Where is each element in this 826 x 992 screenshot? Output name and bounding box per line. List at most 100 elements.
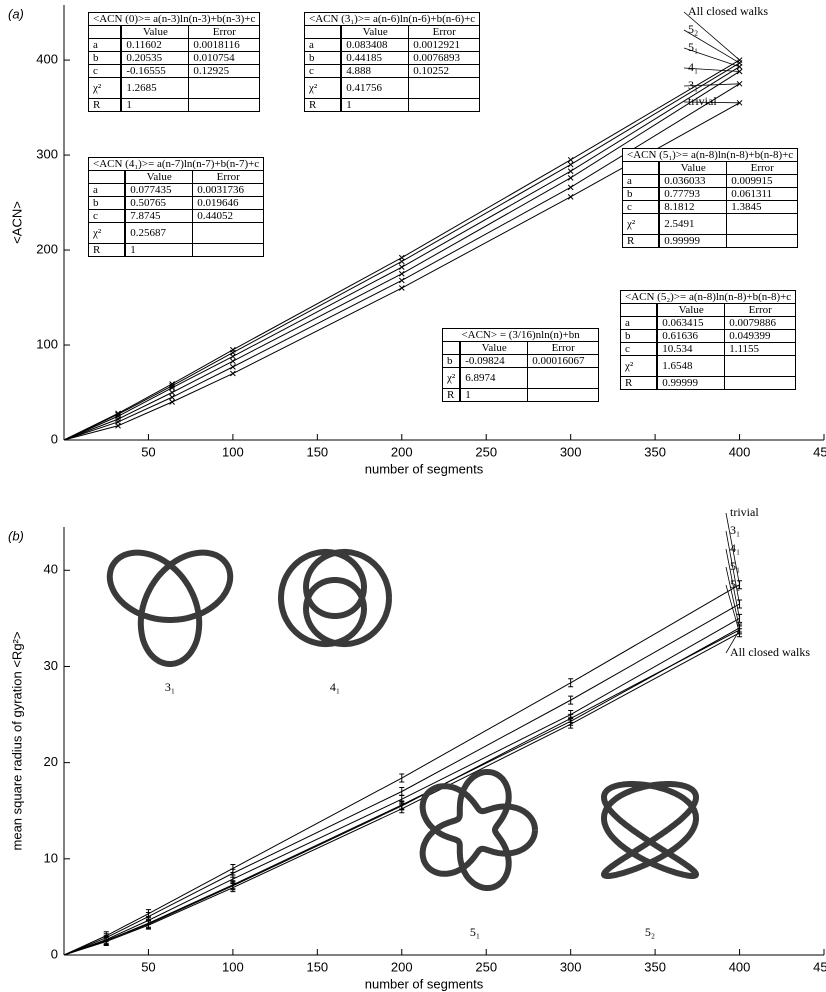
- y-tick-label: 0: [51, 431, 58, 446]
- table-cell: 8.1812: [658, 200, 728, 214]
- table-cell: 0.12925: [188, 64, 261, 78]
- point-marker: [568, 695, 574, 705]
- x-tick-label: 100: [222, 959, 244, 974]
- table-cell: 0.11602: [120, 38, 190, 52]
- table-cell: Value: [656, 303, 726, 317]
- y-tick-label: 100: [36, 336, 58, 351]
- x-tick-label: 450: [813, 959, 826, 974]
- table-cell: Value: [340, 25, 410, 39]
- table-cell: 0.0079886: [724, 316, 797, 330]
- point-marker: [568, 678, 574, 688]
- table-title: <ACN> = (3/16)nln(n)+bn: [441, 328, 600, 342]
- table-cell: [188, 98, 261, 112]
- point-marker: [567, 175, 574, 181]
- series-label: 4₁: [730, 541, 740, 555]
- table-cell: 0.083408: [340, 38, 410, 52]
- fit-table: <ACN (4₁)>= a(n-7)ln(n-7)+b(n-7)+c Value E…: [87, 157, 265, 257]
- table-cell: 1: [120, 98, 190, 112]
- table-cell: 1.2685: [120, 77, 190, 99]
- x-tick-label: 300: [560, 444, 582, 459]
- point-marker: [567, 161, 574, 168]
- table-cell: χ²: [304, 77, 343, 99]
- table-cell: 7.8745: [124, 209, 194, 223]
- knot-diagram: [419, 769, 538, 891]
- point-marker: [398, 264, 405, 270]
- table-cell: [724, 355, 797, 377]
- point-marker: [169, 399, 175, 405]
- table-cell: [192, 222, 265, 244]
- point-marker: [567, 168, 574, 175]
- point-marker: [115, 411, 121, 418]
- table-cell: Error: [527, 341, 600, 355]
- point-marker: [736, 80, 743, 87]
- x-tick-label: 350: [644, 959, 666, 974]
- table-cell: 0.50765: [124, 196, 194, 210]
- series-label: 3₁: [730, 523, 740, 537]
- table-cell: 0.0012921: [408, 38, 481, 52]
- table-cell: 0.77793: [658, 187, 728, 201]
- table-cell: 1.1155: [724, 342, 797, 356]
- y-axis-label: <ACN>: [9, 201, 24, 244]
- series-label: 4₁: [688, 60, 698, 74]
- label-leader: [725, 629, 740, 654]
- x-tick-label: 150: [306, 959, 328, 974]
- x-axis-label: number of segments: [365, 461, 484, 476]
- knot-diagram: [106, 549, 234, 667]
- knot-diagram: [278, 548, 392, 648]
- table-cell: [726, 213, 799, 235]
- table-cell: χ²: [88, 222, 127, 244]
- x-tick-label: 100: [222, 444, 244, 459]
- table-cell: -0.09824: [459, 354, 529, 368]
- point-marker: [399, 773, 405, 783]
- table-cell: R: [622, 234, 661, 248]
- knot-diagram: [601, 781, 699, 879]
- table-cell: b: [442, 354, 462, 368]
- table-cell: 0.063415: [656, 316, 726, 330]
- table-cell: 4.888: [340, 64, 410, 78]
- table-cell: [88, 170, 127, 184]
- table-cell: Value: [658, 161, 728, 175]
- table-cell: χ²: [88, 77, 123, 99]
- table-cell: 0.61636: [656, 329, 726, 343]
- table-cell: 0.0018116: [188, 38, 261, 52]
- table-cell: c: [88, 209, 127, 223]
- point-marker: [398, 270, 405, 277]
- series-label: 5₁: [688, 40, 698, 54]
- table-cell: Error: [408, 25, 481, 39]
- point-marker: [567, 156, 574, 163]
- table-cell: Error: [188, 25, 261, 39]
- table-cell: 2.5491: [658, 213, 728, 235]
- table-cell: a: [88, 38, 123, 52]
- y-tick-label: 300: [36, 147, 58, 162]
- table-cell: c: [620, 342, 659, 356]
- table-cell: [527, 388, 600, 402]
- table-cell: 0.077435: [124, 183, 194, 197]
- table-cell: Error: [724, 303, 797, 317]
- series-label: trivial: [688, 94, 717, 108]
- table-cell: R: [304, 98, 343, 112]
- point-marker: [230, 364, 236, 370]
- table-cell: Value: [459, 341, 529, 355]
- point-marker: [103, 936, 109, 946]
- table-cell: b: [622, 187, 661, 201]
- y-tick-label: 200: [36, 241, 58, 256]
- label-leader: [683, 11, 740, 61]
- label-leader: [683, 83, 740, 87]
- y-tick-label: 40: [44, 562, 58, 577]
- table-cell: 1.3845: [726, 200, 799, 214]
- table-title: <ACN (4₁)>= a(n-7)ln(n-7)+b(n-7)+c: [87, 157, 265, 171]
- table-cell: χ²: [620, 355, 659, 377]
- label-leader: [683, 29, 740, 64]
- x-tick-label: 50: [141, 959, 155, 974]
- series-line: [63, 584, 740, 956]
- series-label: 5₂: [688, 22, 698, 36]
- table-cell: b: [620, 329, 659, 343]
- table-cell: Error: [192, 170, 265, 184]
- table-cell: [620, 303, 659, 317]
- table-cell: a: [304, 38, 343, 52]
- point-marker: [737, 580, 743, 590]
- fit-table: <ACN (0)>= a(n-3)ln(n-3)+b(n-3)+c Value Er…: [87, 12, 261, 112]
- table-cell: b: [88, 196, 127, 210]
- table-cell: [724, 376, 797, 390]
